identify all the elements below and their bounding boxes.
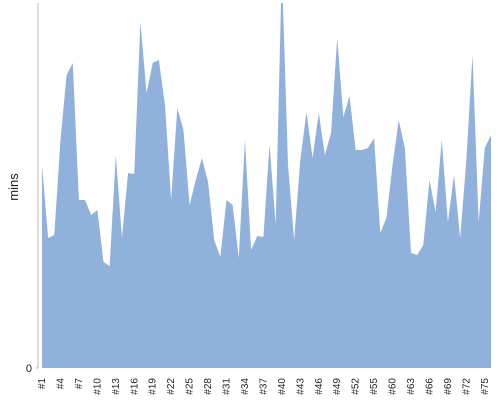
x-tick-label: #75 <box>480 378 491 395</box>
x-tick-label: #22 <box>166 378 177 395</box>
x-tick-label: #10 <box>92 378 103 395</box>
x-tick-label: #72 <box>461 378 472 395</box>
x-tick-label: #52 <box>351 378 362 395</box>
y-axis-label: mins <box>6 173 21 201</box>
x-tick-label: #28 <box>203 378 214 395</box>
x-tick-label: #13 <box>111 378 122 395</box>
x-tick-label: #1 <box>37 378 48 390</box>
x-tick-label: #63 <box>406 378 417 395</box>
x-tick-label: #43 <box>295 378 306 395</box>
x-tick-label: #31 <box>222 378 233 395</box>
x-tick-label: #40 <box>277 378 288 395</box>
x-tick-label: #46 <box>314 378 325 395</box>
x-tick-label: #4 <box>55 378 66 390</box>
x-tick-label: #34 <box>240 378 251 395</box>
x-tick-label: #25 <box>185 378 196 395</box>
y-tick-label: 0 <box>26 363 32 375</box>
x-tick-label: #16 <box>129 378 140 395</box>
x-tick-label: #55 <box>369 378 380 395</box>
x-tick-label: #49 <box>332 378 343 395</box>
x-tick-label: #19 <box>148 378 159 395</box>
x-tick-label: #60 <box>388 378 399 395</box>
area <box>42 3 491 368</box>
x-tick-label: #66 <box>424 378 435 395</box>
x-tick-label: #69 <box>443 378 454 395</box>
x-tick-label: #37 <box>258 378 269 395</box>
x-tick-label: #7 <box>74 378 85 390</box>
